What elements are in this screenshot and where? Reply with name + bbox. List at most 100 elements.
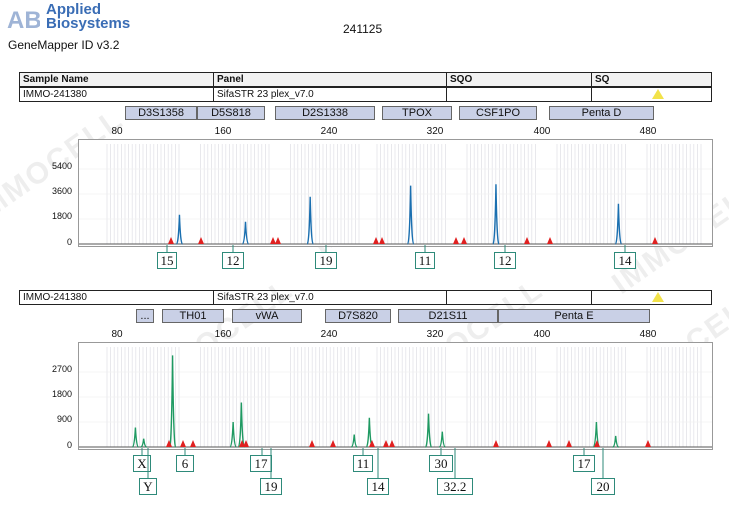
marker-bin-2-5[interactable]: Penta E [498, 309, 650, 323]
scale-label: 400 [533, 126, 551, 137]
scale-label: 400 [533, 329, 551, 340]
size-standard-marker [566, 440, 572, 447]
sample-row-1: IMMO-241380 SifaSTR 23 plex_v7.0 [19, 87, 712, 102]
run-id: 241125 [343, 22, 383, 36]
size-standard-marker [369, 440, 375, 447]
marker-bin-1-2[interactable]: D2S1338 [275, 106, 375, 120]
sqo-cell-2 [447, 291, 592, 304]
brand-line2: Biosystems [46, 15, 131, 32]
peak [242, 221, 249, 245]
size-standard-marker [379, 237, 385, 244]
marker-bin-2-0[interactable]: ... [136, 309, 154, 323]
scale-label: 320 [426, 329, 444, 340]
scale-label: 160 [214, 329, 232, 340]
marker-bin-1-5[interactable]: Penta D [549, 106, 654, 120]
peak [229, 421, 237, 448]
size-standard-marker [546, 440, 552, 447]
peak [492, 184, 500, 245]
allele-call-2-top-5[interactable]: 17 [573, 455, 595, 472]
sample-row-2: IMMO-241380 SifaSTR 23 plex_v7.0 [19, 290, 712, 305]
allele-call-1-3[interactable]: 11 [415, 252, 435, 269]
marker-bin-2-2[interactable]: vWA [232, 309, 302, 323]
size-standard-marker [168, 237, 174, 244]
size-standard-marker [330, 440, 336, 447]
marker-bin-1-3[interactable]: TPOX [382, 106, 452, 120]
marker-bin-2-3[interactable]: D7S820 [325, 309, 391, 323]
scale-label: 320 [426, 126, 444, 137]
size-standard-marker [453, 237, 459, 244]
scale-label: 160 [214, 126, 232, 137]
marker-bin-1-1[interactable]: D5S818 [197, 106, 265, 120]
size-standard-marker [645, 440, 651, 447]
panel-name-1: SifaSTR 23 plex_v7.0 [214, 88, 447, 101]
allele-call-2-top-4[interactable]: 30 [429, 455, 453, 472]
table-header-row: Sample Name Panel SQO SQ [19, 72, 712, 87]
peak [614, 203, 623, 245]
allele-call-2-top-0[interactable]: X [133, 455, 151, 472]
peak [175, 214, 184, 245]
scale-label: 480 [639, 329, 657, 340]
allele-call-1-0[interactable]: 15 [157, 252, 177, 269]
size-standard-marker [180, 440, 186, 447]
allele-call-2-bottom-3[interactable]: 32.2 [437, 478, 473, 495]
scale-label: 240 [320, 126, 338, 137]
peak [132, 427, 139, 448]
warning-icon [652, 89, 664, 99]
size-standard-marker [383, 440, 389, 447]
warning-icon [652, 292, 664, 302]
size-standard-marker [373, 237, 379, 244]
sample-name-2: IMMO-241380 [20, 291, 214, 304]
scale-label: 240 [320, 329, 338, 340]
panel-name-2: SifaSTR 23 plex_v7.0 [214, 291, 447, 304]
size-standard-marker [190, 440, 196, 447]
sample-name-1: IMMO-241380 [20, 88, 214, 101]
marker-bin-2-1[interactable]: TH01 [162, 309, 224, 323]
peak [438, 431, 446, 448]
peak [140, 438, 147, 448]
marker-bin-1-0[interactable]: D3S1358 [125, 106, 197, 120]
size-standard-marker [309, 440, 315, 447]
marker-bin-2-4[interactable]: D21S11 [398, 309, 498, 323]
peak [350, 434, 358, 448]
scale-label: 80 [111, 126, 123, 137]
brand-line1: Applied [46, 1, 101, 18]
allele-call-1-5[interactable]: 14 [614, 252, 636, 269]
scale-label: 480 [639, 126, 657, 137]
header-sq: SQ [595, 74, 610, 85]
header-sample-name: Sample Name [20, 73, 214, 86]
peak [612, 435, 619, 448]
size-standard-marker [166, 440, 172, 447]
sqo-cell-1 [447, 88, 592, 101]
marker-bin-1-4[interactable]: CSF1PO [459, 106, 537, 120]
allele-call-2-bottom-4[interactable]: 20 [591, 478, 615, 495]
size-standard-marker [493, 440, 499, 447]
electropherogram-plot-1[interactable] [78, 139, 713, 247]
y-axis-label: 5400 [51, 161, 72, 171]
allele-call-2-bottom-2[interactable]: 14 [367, 478, 389, 495]
peak [424, 413, 433, 448]
svg-text:AB: AB [7, 7, 40, 32]
allele-call-2-top-1[interactable]: 6 [176, 455, 194, 472]
applied-biosystems-logo-icon: AB [7, 7, 40, 32]
y-axis-label: 0 [66, 440, 72, 450]
allele-call-1-2[interactable]: 19 [315, 252, 337, 269]
size-standard-marker [547, 237, 553, 244]
allele-call-2-bottom-1[interactable]: 19 [260, 478, 282, 495]
y-axis-label: 1800 [51, 211, 72, 221]
software-version: GeneMapper ID v3.2 [8, 38, 120, 52]
allele-call-1-1[interactable]: 12 [222, 252, 244, 269]
allele-call-2-top-2[interactable]: 17 [250, 455, 272, 472]
allele-call-1-4[interactable]: 12 [494, 252, 516, 269]
size-standard-marker [652, 237, 658, 244]
allele-call-2-bottom-0[interactable]: Y [139, 478, 157, 495]
y-axis-label: 1800 [51, 389, 72, 399]
size-standard-marker [594, 440, 600, 447]
peak [306, 196, 314, 245]
allele-call-2-top-3[interactable]: 11 [353, 455, 373, 472]
electropherogram-plot-2[interactable] [78, 342, 713, 450]
y-axis-label: 900 [56, 414, 72, 424]
header-panel: Panel [214, 73, 447, 86]
y-axis-label: 0 [66, 237, 72, 247]
size-standard-marker [389, 440, 395, 447]
y-axis-label: 3600 [51, 186, 72, 196]
